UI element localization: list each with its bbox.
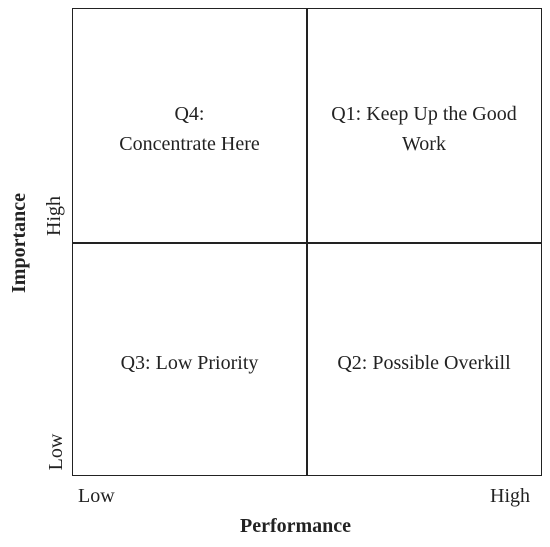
quadrant-q1: Q1: Keep Up the Good Work — [307, 69, 541, 189]
quadrant-q1-subtitle: Work — [402, 133, 446, 155]
y-axis-low-label: Low — [45, 433, 67, 471]
y-axis-high-label: High — [43, 196, 65, 236]
importance-performance-matrix: Q4: Concentrate Here Q1: Keep Up the Goo… — [72, 8, 542, 476]
x-axis-title: Performance — [240, 515, 352, 537]
quadrant-q4: Q4: Concentrate Here — [73, 69, 306, 189]
y-axis-title: Importance — [8, 193, 30, 293]
quadrant-q2-label: Q2: Possible Overkill — [337, 352, 511, 374]
quadrant-q4-title: Q4: — [174, 103, 205, 125]
quadrant-q1-title: Q1: Keep Up the Good — [331, 103, 517, 125]
x-axis-high-label: High — [490, 485, 530, 507]
quadrant-q3-label: Q3: Low Priority — [120, 352, 259, 374]
x-axis-low-label: Low — [78, 485, 115, 507]
horizontal-divider — [73, 242, 541, 244]
quadrant-q4-subtitle: Concentrate Here — [119, 133, 260, 155]
quadrant-q3: Q3: Low Priority — [73, 303, 306, 423]
quadrant-q2: Q2: Possible Overkill — [307, 303, 541, 423]
